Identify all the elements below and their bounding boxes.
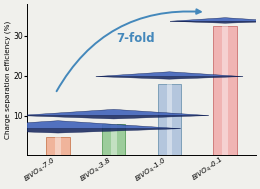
Polygon shape bbox=[19, 115, 209, 119]
Bar bbox=[213, 26, 237, 155]
Polygon shape bbox=[96, 72, 243, 77]
Text: 7-fold: 7-fold bbox=[116, 32, 155, 45]
Bar bbox=[167, 84, 172, 155]
Polygon shape bbox=[0, 129, 181, 133]
Bar bbox=[46, 137, 70, 155]
Bar bbox=[102, 123, 125, 155]
Bar bbox=[158, 84, 181, 155]
Y-axis label: Charge separation efficiency (%): Charge separation efficiency (%) bbox=[4, 21, 11, 139]
Polygon shape bbox=[0, 121, 181, 129]
Polygon shape bbox=[170, 21, 260, 23]
Polygon shape bbox=[170, 18, 260, 21]
Bar bbox=[111, 123, 117, 155]
Polygon shape bbox=[96, 77, 243, 79]
Bar bbox=[222, 26, 228, 155]
Polygon shape bbox=[19, 109, 209, 115]
Bar bbox=[55, 137, 61, 155]
